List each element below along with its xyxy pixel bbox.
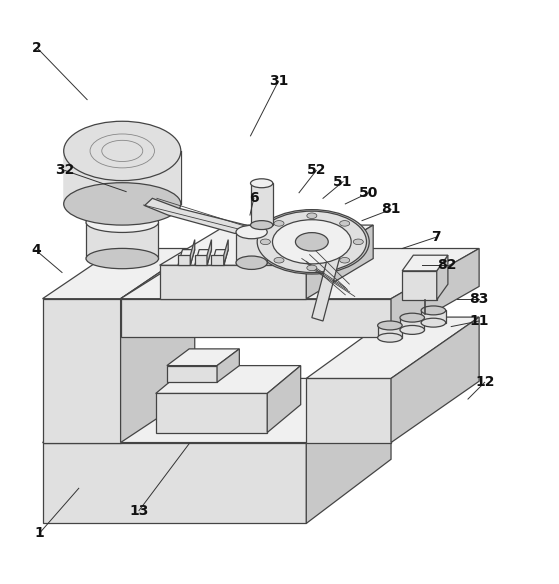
Polygon shape (306, 378, 391, 443)
Polygon shape (167, 366, 217, 383)
Polygon shape (178, 255, 190, 265)
Polygon shape (236, 232, 267, 263)
Text: 11: 11 (470, 314, 489, 328)
Polygon shape (306, 378, 391, 523)
Polygon shape (421, 311, 446, 323)
Polygon shape (86, 223, 159, 259)
Ellipse shape (86, 248, 159, 269)
Ellipse shape (236, 256, 267, 269)
Ellipse shape (378, 333, 402, 342)
Polygon shape (267, 366, 301, 433)
Text: 51: 51 (333, 175, 353, 189)
Ellipse shape (400, 325, 424, 335)
Polygon shape (211, 249, 228, 265)
Ellipse shape (64, 183, 181, 225)
Ellipse shape (272, 220, 351, 264)
Polygon shape (42, 298, 121, 443)
Ellipse shape (340, 221, 350, 226)
Polygon shape (42, 443, 306, 523)
Polygon shape (224, 239, 228, 265)
Polygon shape (160, 225, 373, 265)
Polygon shape (160, 265, 306, 298)
Ellipse shape (340, 258, 350, 263)
Text: 6: 6 (249, 192, 259, 206)
Ellipse shape (71, 125, 174, 177)
Polygon shape (121, 298, 391, 336)
Ellipse shape (257, 211, 367, 273)
Ellipse shape (421, 318, 446, 327)
Ellipse shape (246, 235, 266, 242)
Text: 81: 81 (381, 203, 401, 217)
Polygon shape (391, 317, 479, 443)
Polygon shape (121, 249, 195, 443)
Ellipse shape (64, 121, 181, 180)
Text: 1: 1 (35, 526, 45, 540)
Polygon shape (306, 225, 373, 298)
Text: 50: 50 (359, 186, 378, 200)
Text: 13: 13 (129, 503, 149, 517)
Polygon shape (250, 183, 273, 225)
Polygon shape (64, 151, 181, 204)
Ellipse shape (274, 221, 284, 226)
Polygon shape (121, 249, 479, 298)
Ellipse shape (274, 258, 284, 263)
Ellipse shape (250, 179, 273, 187)
Text: 82: 82 (437, 258, 457, 272)
Polygon shape (207, 239, 211, 265)
Polygon shape (190, 239, 195, 265)
Ellipse shape (353, 239, 363, 245)
Text: 12: 12 (475, 376, 495, 390)
Polygon shape (42, 249, 195, 298)
Polygon shape (306, 317, 479, 378)
Polygon shape (391, 249, 479, 336)
Ellipse shape (246, 256, 266, 263)
Polygon shape (195, 249, 211, 265)
Polygon shape (400, 318, 424, 330)
Ellipse shape (80, 130, 164, 172)
Ellipse shape (378, 321, 402, 330)
Polygon shape (156, 394, 267, 433)
Polygon shape (156, 366, 301, 394)
Polygon shape (145, 199, 257, 234)
Ellipse shape (421, 306, 446, 315)
Polygon shape (312, 254, 340, 321)
Polygon shape (42, 378, 391, 443)
Ellipse shape (260, 239, 271, 245)
Ellipse shape (254, 210, 369, 274)
Ellipse shape (296, 232, 328, 251)
Ellipse shape (236, 225, 267, 239)
Polygon shape (217, 349, 239, 383)
Polygon shape (178, 249, 195, 265)
Text: 32: 32 (55, 164, 74, 178)
Ellipse shape (263, 231, 283, 238)
Polygon shape (378, 325, 402, 338)
Polygon shape (263, 235, 283, 256)
Polygon shape (402, 255, 448, 271)
Polygon shape (437, 255, 448, 300)
Ellipse shape (263, 252, 283, 260)
Text: 7: 7 (431, 230, 440, 244)
Polygon shape (402, 271, 437, 300)
Text: 31: 31 (269, 74, 288, 88)
Ellipse shape (307, 213, 317, 218)
Polygon shape (211, 255, 224, 265)
Polygon shape (195, 255, 207, 265)
Polygon shape (246, 238, 266, 260)
Ellipse shape (86, 212, 159, 232)
Text: 83: 83 (470, 291, 489, 305)
Ellipse shape (250, 221, 273, 230)
Polygon shape (167, 349, 239, 366)
Ellipse shape (400, 313, 424, 322)
Text: 52: 52 (306, 164, 326, 178)
Ellipse shape (307, 265, 317, 270)
Text: 4: 4 (31, 243, 41, 257)
Text: 2: 2 (32, 41, 42, 55)
